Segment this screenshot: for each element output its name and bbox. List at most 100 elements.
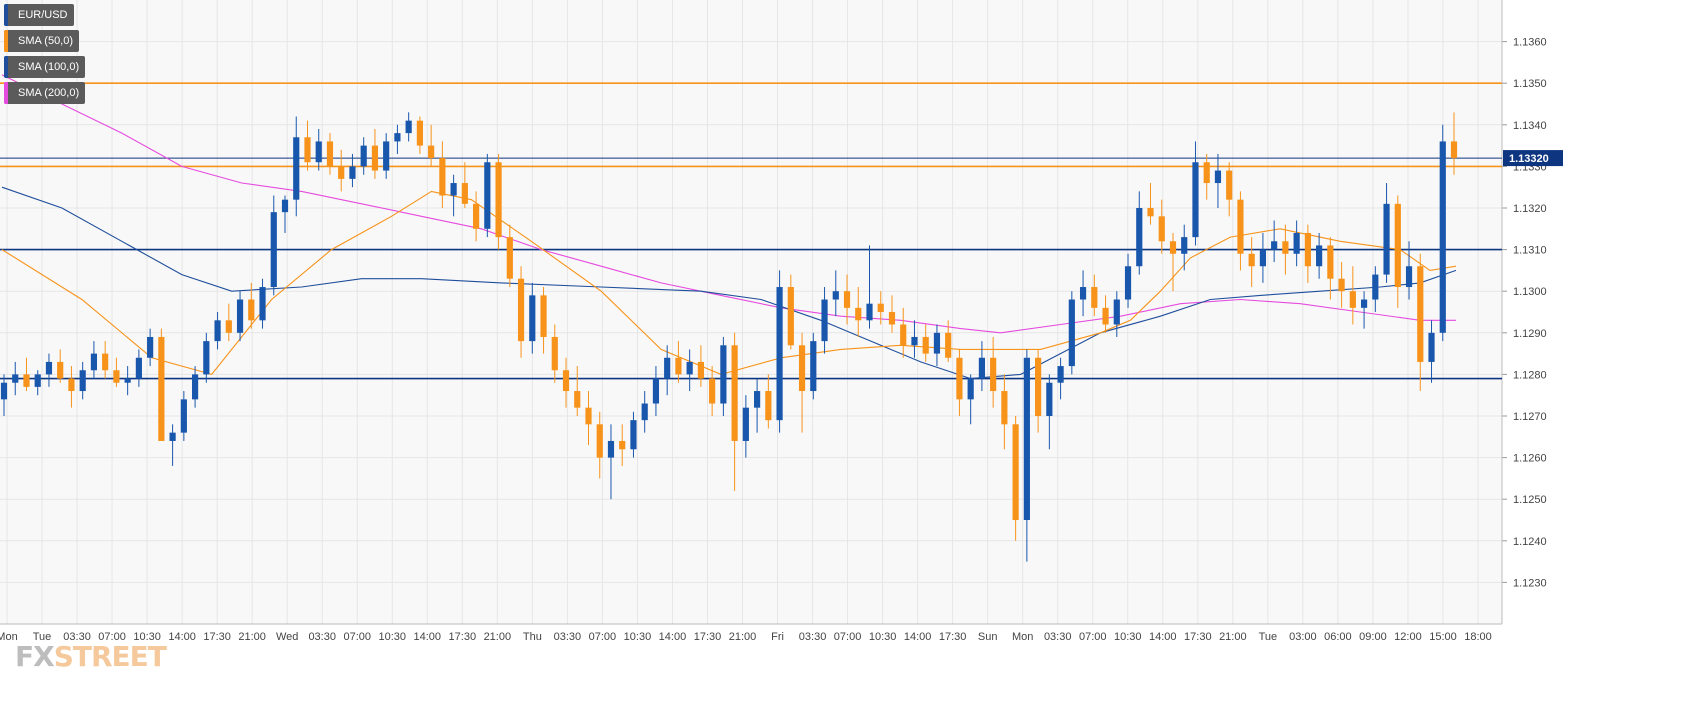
candle-body (1316, 245, 1323, 267)
x-tick-label: Mon (0, 631, 18, 643)
candle-body (1428, 332, 1435, 362)
candle-body (124, 378, 131, 383)
candle-body (1091, 287, 1098, 308)
candle-body (1057, 366, 1064, 383)
candle-body (34, 374, 41, 387)
candle-body (540, 295, 547, 337)
candle-body (709, 378, 716, 404)
candle-body (619, 440, 626, 450)
candle-body (416, 120, 423, 146)
candle-body (754, 391, 761, 408)
candle-body (394, 133, 401, 142)
candle-body (0, 382, 8, 400)
x-tick-label: Wed (276, 631, 298, 643)
legend-item-eurusd[interactable]: EUR/USD (4, 4, 74, 26)
x-tick-label: 21:00 (484, 631, 512, 643)
candle-body (866, 303, 873, 321)
candle-body (1158, 216, 1165, 242)
candle-body (461, 183, 468, 204)
x-tick-label: 21:00 (729, 631, 757, 643)
legend-label: EUR/USD (18, 9, 68, 21)
candle-body (158, 336, 165, 441)
sma100-line (1, 186, 1457, 380)
x-tick-label: 17:30 (203, 631, 231, 643)
candle-body (203, 341, 210, 375)
candle-body (855, 307, 862, 321)
y-tick-label: 1.1300 (1513, 286, 1547, 298)
x-tick-label: 03:30 (799, 631, 827, 643)
candle-body (765, 391, 772, 421)
y-tick-label: 1.1240 (1513, 536, 1547, 548)
legend: EUR/USD SMA (50,0) SMA (100,0) SMA (200,… (4, 4, 86, 108)
candle-body (57, 361, 64, 379)
candle-body (1169, 241, 1177, 254)
candle-body (652, 378, 660, 404)
x-tick-label: 03:00 (1289, 631, 1317, 643)
x-tick-label: 12:00 (1394, 631, 1422, 643)
candle-body (450, 183, 457, 196)
candle-body (383, 141, 390, 171)
x-tick-label: Sun (978, 631, 998, 643)
candle-body (1293, 232, 1300, 254)
legend-item-sma200[interactable]: SMA (200,0) (4, 82, 86, 104)
sma200-line (1, 74, 1456, 334)
legend-item-sma100[interactable]: SMA (100,0) (4, 56, 86, 78)
y-tick-label: 1.1350 (1513, 78, 1547, 90)
legend-item-sma50[interactable]: SMA (50,0) (4, 30, 80, 52)
candle-body (911, 336, 918, 346)
candle-body (810, 341, 817, 392)
candle-body (214, 320, 221, 342)
y-tick-label: 1.1290 (1513, 328, 1547, 340)
candle-body (990, 357, 997, 392)
candle-body (1136, 208, 1143, 267)
candle-body (1113, 299, 1120, 325)
x-tick-label: 10:30 (624, 631, 652, 643)
candle-body (169, 432, 176, 441)
candle-body (293, 137, 300, 200)
y-tick-label: 1.1280 (1513, 369, 1547, 381)
candle-body (967, 378, 974, 400)
candle-body (630, 420, 637, 450)
candle-body (315, 141, 322, 163)
x-tick-label: 17:30 (1184, 631, 1212, 643)
candle-body (1181, 237, 1188, 254)
candle-body (742, 407, 749, 441)
x-tick-label: 18:00 (1464, 631, 1492, 643)
candle-body (641, 403, 648, 421)
x-tick-label: 07:00 (834, 631, 862, 643)
candle-body (843, 291, 851, 308)
price-tag (1503, 150, 1563, 167)
x-tick-label: 14:00 (659, 631, 687, 643)
candle-body (1079, 287, 1087, 300)
candle-body (304, 137, 311, 163)
candle-body (1360, 299, 1368, 308)
candle-body (1282, 241, 1289, 254)
candle-body (1012, 424, 1019, 520)
legend-label: SMA (50,0) (18, 35, 74, 47)
x-tick-label: Tue (33, 631, 52, 643)
candle-body (1271, 241, 1278, 250)
candle-body (922, 336, 929, 354)
x-tick-label: 14:00 (414, 631, 442, 643)
candle-body (832, 291, 839, 300)
y-tick-label: 1.1230 (1513, 577, 1547, 589)
candle-body (675, 357, 682, 375)
candle-body (888, 312, 896, 325)
candle-body (1439, 141, 1446, 333)
candle-body (1214, 170, 1222, 184)
candle-body (1147, 208, 1154, 217)
candle-body (585, 407, 592, 425)
legend-swatch (4, 82, 8, 104)
candle-body (776, 287, 783, 421)
y-tick-label: 1.1310 (1513, 245, 1547, 257)
candle-body (978, 357, 985, 379)
candle-body (147, 336, 154, 358)
x-tick-label: 07:00 (98, 631, 126, 643)
candle-body (731, 345, 738, 441)
x-tick-label: 14:00 (1149, 631, 1177, 643)
candle-body (1124, 266, 1132, 300)
candle-body (1394, 203, 1401, 288)
x-tick-label: Thu (523, 631, 542, 643)
candle-body (1203, 162, 1210, 184)
